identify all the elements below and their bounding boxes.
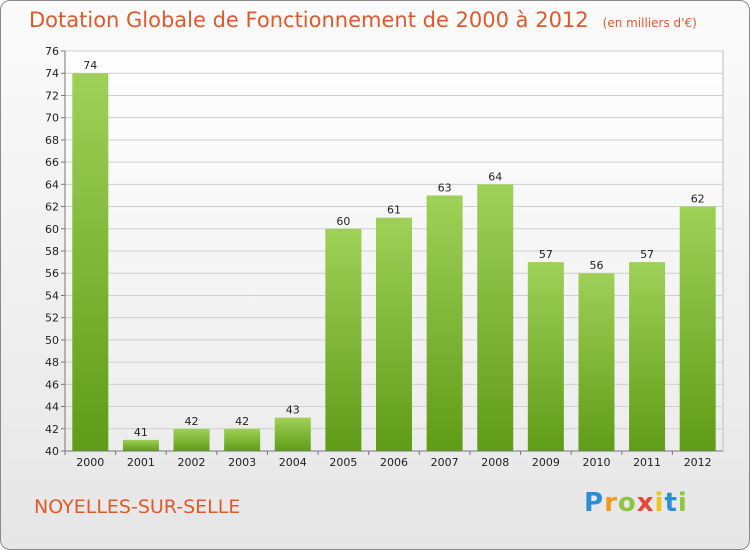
y-tick-label: 72 <box>45 89 59 102</box>
data-label-2006: 61 <box>387 204 401 217</box>
bar-2005 <box>325 228 362 451</box>
bar-2007 <box>426 195 463 451</box>
y-tick-label: 42 <box>45 423 59 436</box>
y-tick-label: 44 <box>45 401 59 414</box>
x-tick-label: 2003 <box>228 456 256 469</box>
location-label: NOYELLES-SUR-SELLE <box>34 496 241 518</box>
x-tick-label: 2001 <box>127 456 155 469</box>
data-label-2004: 43 <box>286 404 300 417</box>
x-tick-label: 2002 <box>178 456 206 469</box>
x-tick-label: 2006 <box>380 456 408 469</box>
x-tick-label: 2000 <box>76 456 104 469</box>
x-tick-label: 2008 <box>481 456 509 469</box>
bar-2004 <box>274 417 311 451</box>
data-label-2012: 62 <box>691 193 705 206</box>
bar-2001 <box>122 439 159 451</box>
y-tick-label: 52 <box>45 312 59 325</box>
y-tick-label: 56 <box>45 267 59 280</box>
y-tick-label: 74 <box>45 67 59 80</box>
y-tick-label: 76 <box>45 45 59 58</box>
data-label-2002: 42 <box>185 415 199 428</box>
y-tick-label: 62 <box>45 201 59 214</box>
chart-title: Dotation Globale de Fonctionnement de 20… <box>29 8 697 32</box>
x-tick-label: 2005 <box>329 456 357 469</box>
y-tick-label: 70 <box>45 112 59 125</box>
bar-2000 <box>72 73 109 451</box>
x-tick-label: 2010 <box>582 456 610 469</box>
bar-2012 <box>679 206 716 451</box>
bar-2002 <box>173 428 210 451</box>
y-tick-label: 64 <box>45 178 59 191</box>
y-tick-label: 58 <box>45 245 59 258</box>
y-tick-label: 50 <box>45 334 59 347</box>
data-label-2003: 42 <box>235 415 249 428</box>
bar-2006 <box>376 217 412 451</box>
data-label-2000: 74 <box>83 59 97 72</box>
y-tick-label: 60 <box>45 223 59 236</box>
y-tick-label: 66 <box>45 156 59 169</box>
bar-2009 <box>527 262 564 451</box>
chart-subtitle: (en milliers d'€) <box>602 16 697 30</box>
data-label-2010: 56 <box>589 259 603 272</box>
bar-2011 <box>629 262 666 451</box>
proxiti-logo: Proxiti <box>584 488 688 518</box>
title-text: Dotation Globale de Fonctionnement de 20… <box>29 8 589 32</box>
y-tick-label: 46 <box>45 378 59 391</box>
bar-2008 <box>477 184 514 452</box>
x-tick-label: 2007 <box>431 456 459 469</box>
bars: 74 41 42 42 43 60 61 63 64 57 56 57 62 <box>72 59 716 452</box>
bar-2003 <box>224 428 261 451</box>
y-tick-label: 48 <box>45 356 59 369</box>
y-tick-label: 68 <box>45 134 59 147</box>
x-axis: 2000 2001 2002 2003 2004 2005 2006 2007 2008 2009… <box>64 450 723 469</box>
x-tick-label: 2012 <box>684 456 712 469</box>
data-label-2007: 63 <box>438 181 452 194</box>
y-tick-label: 40 <box>45 445 59 458</box>
data-label-2001: 41 <box>134 426 148 439</box>
data-label-2009: 57 <box>539 248 553 261</box>
data-label-2008: 64 <box>488 170 502 183</box>
y-tick-label: 54 <box>45 289 59 302</box>
x-tick-label: 2011 <box>633 456 661 469</box>
data-label-2005: 60 <box>336 215 350 228</box>
x-tick-label: 2009 <box>532 456 560 469</box>
y-axis: 40 42 44 46 48 50 52 54 56 58 60 62 64 66 68 70 72 74 76 <box>45 45 66 458</box>
x-tick-label: 2004 <box>279 456 307 469</box>
data-label-2011: 57 <box>640 248 654 261</box>
bar-2010 <box>578 273 615 451</box>
